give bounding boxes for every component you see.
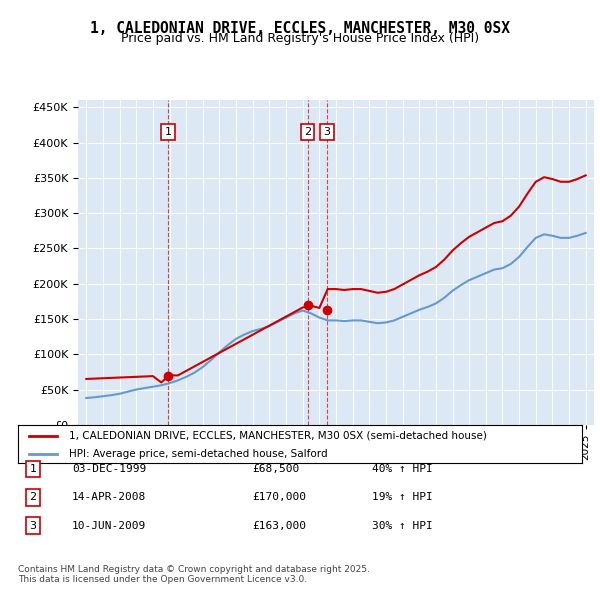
Text: Price paid vs. HM Land Registry's House Price Index (HPI): Price paid vs. HM Land Registry's House … [121, 32, 479, 45]
Text: 30% ↑ HPI: 30% ↑ HPI [372, 521, 433, 530]
Text: 1: 1 [29, 464, 37, 474]
Text: 1, CALEDONIAN DRIVE, ECCLES, MANCHESTER, M30 0SX: 1, CALEDONIAN DRIVE, ECCLES, MANCHESTER,… [90, 21, 510, 35]
Text: 1: 1 [165, 127, 172, 137]
Text: Contains HM Land Registry data © Crown copyright and database right 2025.
This d: Contains HM Land Registry data © Crown c… [18, 565, 370, 584]
Text: 1, CALEDONIAN DRIVE, ECCLES, MANCHESTER, M30 0SX (semi-detached house): 1, CALEDONIAN DRIVE, ECCLES, MANCHESTER,… [69, 431, 487, 441]
Text: 40% ↑ HPI: 40% ↑ HPI [372, 464, 433, 474]
Text: 10-JUN-2009: 10-JUN-2009 [72, 521, 146, 530]
Text: 19% ↑ HPI: 19% ↑ HPI [372, 493, 433, 502]
Text: 03-DEC-1999: 03-DEC-1999 [72, 464, 146, 474]
Text: 3: 3 [29, 521, 37, 530]
Text: 3: 3 [323, 127, 330, 137]
Text: £170,000: £170,000 [252, 493, 306, 502]
Text: HPI: Average price, semi-detached house, Salford: HPI: Average price, semi-detached house,… [69, 448, 328, 458]
Text: £68,500: £68,500 [252, 464, 299, 474]
Text: 2: 2 [304, 127, 311, 137]
Text: £163,000: £163,000 [252, 521, 306, 530]
Text: 14-APR-2008: 14-APR-2008 [72, 493, 146, 502]
Text: 2: 2 [29, 493, 37, 502]
